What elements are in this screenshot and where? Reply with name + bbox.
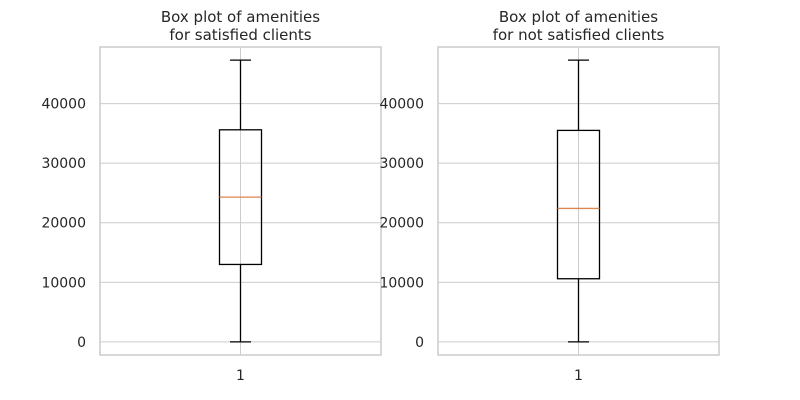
axes-frame <box>99 46 382 356</box>
box-iqr <box>556 129 601 280</box>
chart-panel-1: 0 10000 20000 30000 40000 1 Box plot of amenit… <box>41 8 382 384</box>
y-tick-label: 10000 <box>41 275 86 291</box>
y-tick-label: 30000 <box>41 156 86 172</box>
y-tick-label: 0 <box>415 335 424 351</box>
y-tick-label: 20000 <box>379 216 424 232</box>
chart-title-line1: Box plot of amenities <box>499 8 658 26</box>
y-tick-label: 40000 <box>379 97 424 113</box>
y-tick-label: 20000 <box>41 216 86 232</box>
chart-title-line1: Box plot of amenities <box>161 8 320 26</box>
x-tick-label: 1 <box>574 368 583 384</box>
chart-title-line2: for satisfied clients <box>169 26 311 44</box>
y-tick-label: 40000 <box>41 97 86 113</box>
y-tick-label: 10000 <box>379 275 424 291</box>
chart-title-line2: for not satisfied clients <box>493 26 665 44</box>
axes-frame <box>437 46 720 356</box>
y-tick-label: 30000 <box>379 156 424 172</box>
chart-panel-2: 0 10000 20000 30000 40000 1 Box plot of amenit… <box>379 8 720 384</box>
y-tick-label: 0 <box>77 335 86 351</box>
x-tick-label: 1 <box>236 368 245 384</box>
